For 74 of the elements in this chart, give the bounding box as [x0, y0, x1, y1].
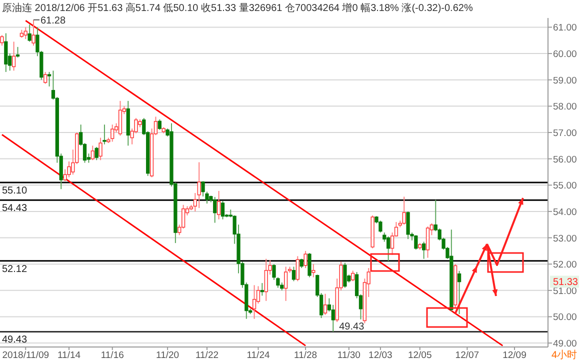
- candlestick: [24, 26, 28, 40]
- candlestick: [0, 34, 4, 46]
- ref-line-label: 52.12: [2, 264, 28, 275]
- y-tick-label: 50.00: [553, 312, 577, 324]
- y-tick-label: 52.00: [553, 260, 577, 271]
- candlestick: [16, 46, 20, 58]
- candlestick: [158, 118, 162, 130]
- candlestick: [351, 270, 355, 282]
- candlestick: [323, 293, 328, 316]
- candlestick: [386, 236, 390, 262]
- x-tick-label: 12/07: [455, 350, 480, 360]
- candlestick: [292, 266, 296, 282]
- candlestick: [426, 226, 430, 258]
- candlestick: [216, 190, 221, 220]
- candlestick: [44, 71, 48, 84]
- x-tick-label: 2018/11/09: [2, 350, 50, 360]
- x-tick-label: 12/05: [408, 350, 432, 360]
- y-tick-label: 54.00: [553, 206, 577, 218]
- annotation: 49.43: [339, 322, 365, 333]
- candlestick: [12, 41, 16, 72]
- candlestick: [213, 196, 217, 224]
- x-tick-label: 11/30: [337, 350, 360, 360]
- text: 4小时: [551, 349, 577, 360]
- candlestick: [264, 258, 268, 302]
- candlestick: [4, 32, 8, 72]
- candlestick: [343, 262, 347, 288]
- candlestick: [197, 162, 201, 209]
- candlestick: [98, 137, 102, 161]
- y-tick-label: 59.00: [553, 75, 577, 86]
- candlestick: [220, 200, 225, 220]
- x-tick-label: 11/14: [57, 350, 81, 360]
- x-tick-label: 11/24: [246, 350, 270, 360]
- annotation: 61.28: [40, 15, 66, 26]
- y-tick-label: 57.00: [553, 128, 577, 139]
- x-tick-label: 11/22: [195, 350, 219, 360]
- candlestick: [304, 250, 308, 269]
- candlestick: [252, 284, 256, 320]
- candlestick: [308, 252, 312, 278]
- ref-line-label: 49.43: [2, 334, 28, 346]
- candlestick: [422, 241, 426, 260]
- ref-line-label: 54.43: [2, 203, 28, 214]
- candlestick: [296, 256, 300, 282]
- y-tick-label: 53.00: [553, 233, 577, 244]
- ref-line-label: 55.10: [2, 186, 28, 196]
- candlestick: [94, 146, 98, 161]
- chart-title: 原油连 2018/12/06 开51.63 高51.74 低50.10 收51.33 量326961 仓70034264 增0 幅3.18% 涨(-0.32)-0.62%: [2, 2, 473, 14]
- annotation: 51.33: [552, 277, 578, 288]
- x-tick-label: 12/09: [502, 350, 526, 360]
- y-tick-label: 55.00: [553, 180, 577, 192]
- x-tick-label: 11/28: [294, 350, 318, 360]
- candlestick: [32, 19, 36, 46]
- candlestick: [90, 145, 94, 161]
- candlestick: [102, 124, 106, 145]
- candlestick: [260, 282, 264, 296]
- candlestick: [118, 100, 122, 136]
- y-tick-label: 49.00: [553, 338, 577, 350]
- candlestick: [402, 196, 406, 226]
- candlestick: [312, 264, 316, 278]
- candlestick: [284, 266, 288, 302]
- candlestick: [331, 304, 335, 332]
- x-tick-label: 11/20: [156, 350, 180, 360]
- candlestick: [378, 220, 382, 234]
- y-tick-label: 61.00: [553, 22, 577, 34]
- y-tick-label: 60.00: [553, 49, 577, 60]
- candlestick: [414, 234, 418, 250]
- candlestick: [110, 124, 114, 142]
- candlestick: [457, 270, 462, 315]
- x-tick-label: 11/16: [100, 350, 124, 360]
- y-tick-label: 56.00: [553, 154, 577, 166]
- y-tick-label: 58.00: [553, 102, 577, 113]
- candlestick: [406, 210, 410, 240]
- y-tick-label: 51.00: [553, 286, 577, 297]
- candlestick: [28, 24, 32, 42]
- x-tick-label: 12/03: [368, 350, 392, 360]
